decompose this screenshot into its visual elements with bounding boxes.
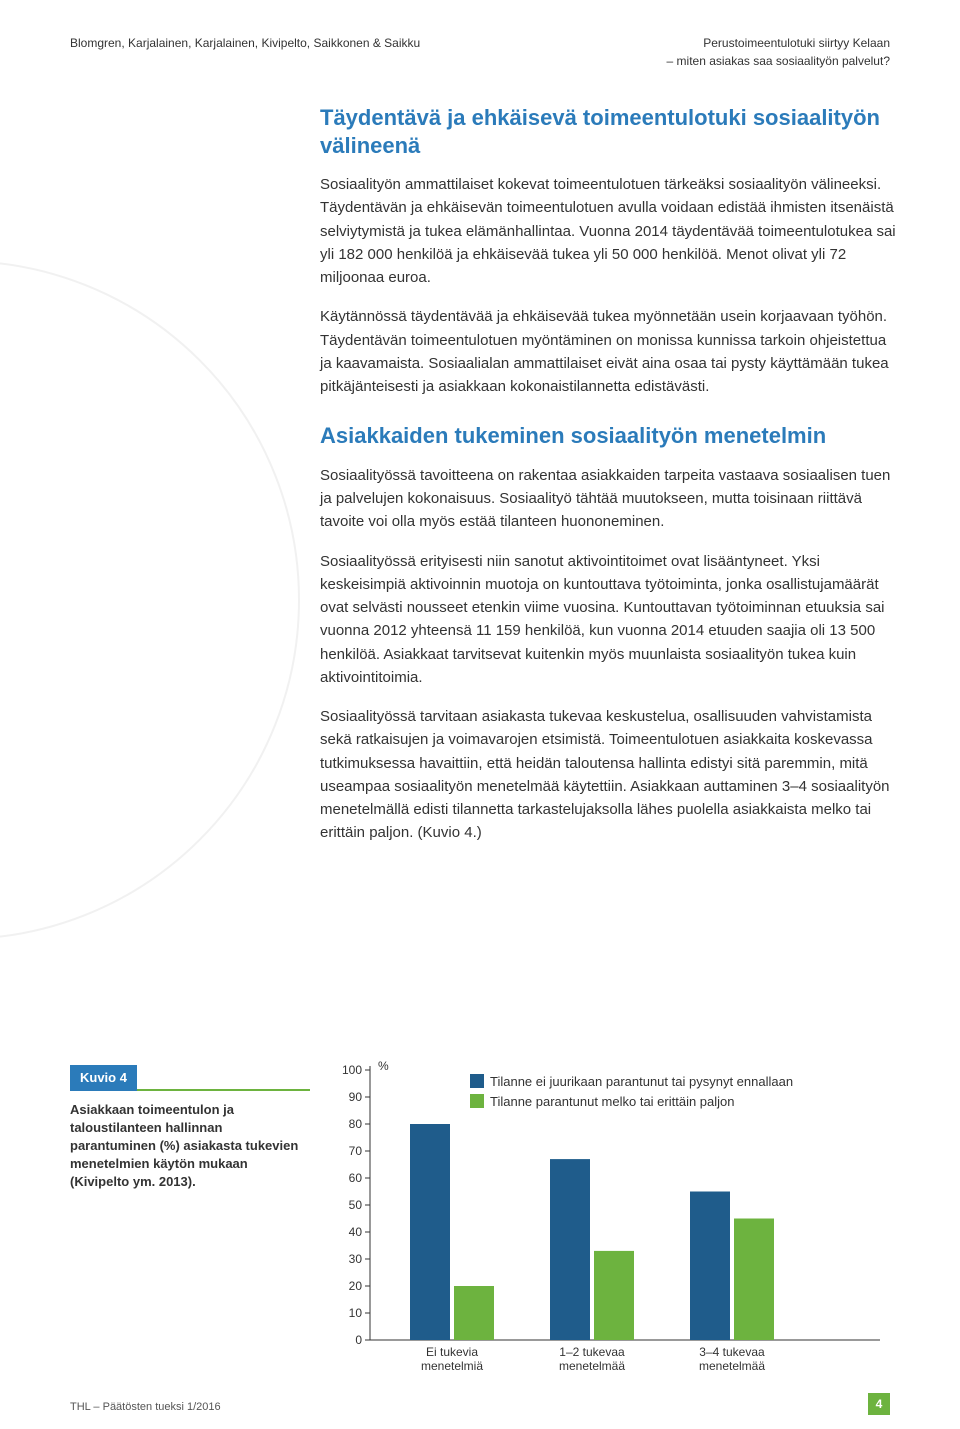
section2-para1: Sosiaalityössä tavoitteena on rakentaa a… [320, 464, 900, 534]
svg-text:Tilanne ei juurikaan parantunu: Tilanne ei juurikaan parantunut tai pysy… [490, 1074, 793, 1089]
page-number-badge: 4 [868, 1393, 890, 1415]
svg-text:Tilanne parantunut melko tai e: Tilanne parantunut melko tai erittäin pa… [490, 1094, 735, 1109]
footer-source: THL – Päätösten tueksi 1/2016 [70, 1399, 221, 1416]
main-column: Täydentävä ja ehkäisevä toimeentulotuki … [320, 104, 900, 845]
svg-text:90: 90 [349, 1090, 363, 1104]
section1-para1: Sosiaalityön ammattilaiset kokevat toime… [320, 173, 900, 289]
bar-chart: % 0 10 20 30 40 50 60 70 80 90 100 Tilanne ei juurik… [320, 1060, 900, 1380]
svg-text:80: 80 [349, 1117, 363, 1131]
header-authors: Blomgren, Karjalainen, Karjalainen, Kivi… [70, 34, 420, 70]
svg-text:menetelmää: menetelmää [559, 1359, 625, 1373]
svg-text:20: 20 [349, 1279, 363, 1293]
figure-badge: Kuvio 4 [70, 1065, 137, 1091]
svg-text:70: 70 [349, 1144, 363, 1158]
page-number: 4 [876, 1395, 883, 1413]
svg-text:10: 10 [349, 1306, 363, 1320]
section1-heading: Täydentävä ja ehkäisevä toimeentulotuki … [320, 104, 900, 159]
section2-para3: Sosiaalityössä tarvitaan asiakasta tukev… [320, 705, 900, 845]
svg-text:0: 0 [355, 1333, 362, 1347]
section2-para2: Sosiaalityössä erityisesti niin sanotut … [320, 550, 900, 690]
background-circle [0, 260, 300, 940]
svg-text:50: 50 [349, 1198, 363, 1212]
svg-text:40: 40 [349, 1225, 363, 1239]
svg-text:60: 60 [349, 1171, 363, 1185]
header-title-line1: Perustoimeentulotuki siirtyy Kelaan [667, 34, 890, 52]
figure-caption-box: Kuvio 4 Asiakkaan toimeentulon ja talous… [70, 1065, 310, 1191]
svg-text:30: 30 [349, 1252, 363, 1266]
section2-heading: Asiakkaiden tukeminen sosiaalityön menet… [320, 422, 900, 450]
page: Blomgren, Karjalainen, Karjalainen, Kivi… [0, 0, 960, 1429]
svg-text:3–4 tukevaa: 3–4 tukevaa [699, 1345, 765, 1359]
section1-para2: Käytännössä täydentävää ja ehkäisevää tu… [320, 305, 900, 398]
figure-caption: Asiakkaan toimeentulon ja taloustilantee… [70, 1101, 310, 1192]
running-header: Blomgren, Karjalainen, Karjalainen, Kivi… [70, 34, 890, 70]
svg-text:1–2 tukevaa: 1–2 tukevaa [559, 1345, 625, 1359]
svg-text:menetelmää: menetelmää [699, 1359, 765, 1373]
svg-text:menetelmiä: menetelmiä [421, 1359, 483, 1373]
svg-text:%: % [378, 1059, 389, 1073]
header-title: Perustoimeentulotuki siirtyy Kelaan – mi… [667, 34, 890, 70]
svg-text:100: 100 [342, 1063, 362, 1077]
header-title-line2: – miten asiakas saa sosiaalityön palvelu… [667, 52, 890, 70]
svg-text:Ei tukevia: Ei tukevia [426, 1345, 478, 1359]
